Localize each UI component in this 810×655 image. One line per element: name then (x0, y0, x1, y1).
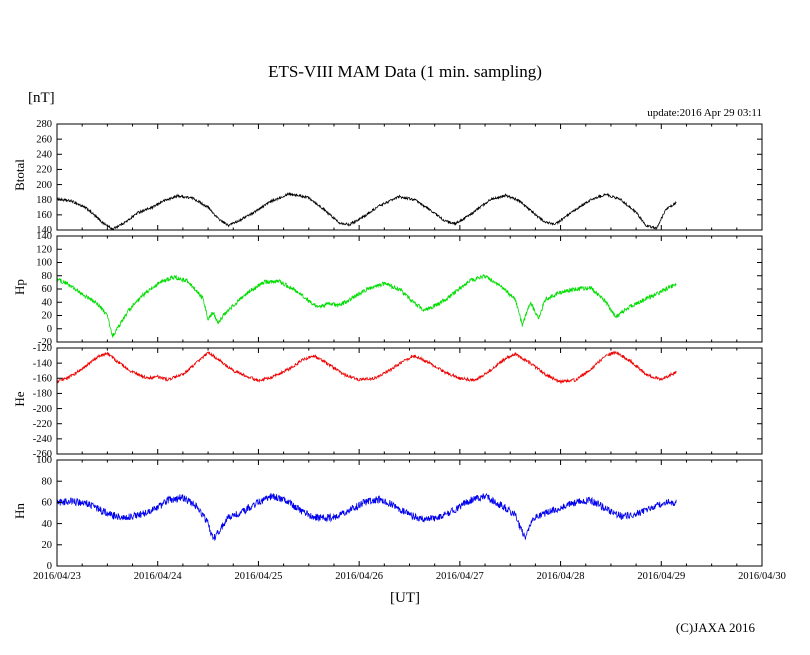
y-tick-label: 200 (36, 180, 52, 191)
y-tick-label: 260 (36, 134, 52, 145)
y-tick-label: 0 (47, 561, 52, 572)
y-tick-label: 220 (36, 165, 52, 176)
y-tick-label: 80 (42, 476, 53, 487)
y-tick-label: 140 (36, 225, 52, 236)
update-timestamp: update:2016 Apr 29 03:11 (647, 107, 762, 119)
y-tick-label: 0 (47, 324, 52, 335)
x-tick-label: 2016/04/24 (134, 571, 183, 582)
y-tick-label: 160 (36, 210, 52, 221)
x-axis-label: [UT] (390, 590, 420, 606)
y-tick-label: -120 (33, 343, 52, 354)
y-tick-label: -260 (33, 449, 52, 460)
y-tick-label: 80 (42, 271, 53, 282)
y-axis-unit-label: [nT] (28, 90, 55, 106)
y-tick-label: 20 (42, 311, 53, 322)
y-tick-label: -240 (33, 434, 52, 445)
copyright-notice: (C)JAXA 2016 (675, 620, 755, 635)
x-tick-label: 2016/04/28 (537, 571, 585, 582)
y-tick-label: 140 (36, 231, 52, 242)
y-tick-label: 20 (42, 540, 53, 551)
y-tick-label: 100 (36, 258, 52, 269)
chart-title: ETS-VIII MAM Data (1 min. sampling) (268, 62, 542, 81)
y-tick-label: 40 (42, 297, 53, 308)
y-tick-label: 240 (36, 149, 52, 160)
y-tick-label: 180 (36, 195, 52, 206)
y-tick-label: 280 (36, 119, 52, 130)
x-tick-label: 2016/04/26 (335, 571, 383, 582)
y-tick-label: 120 (36, 244, 52, 255)
y-tick-label: -20 (38, 337, 52, 348)
x-tick-label: 2016/04/30 (738, 571, 786, 582)
y-tick-label: -220 (33, 419, 52, 430)
x-tick-label: 2016/04/25 (235, 571, 283, 582)
y-tick-label: -140 (33, 358, 52, 369)
y-tick-label: -200 (33, 404, 52, 415)
y-tick-label: -180 (33, 389, 52, 400)
y-tick-label: -160 (33, 373, 52, 384)
y-tick-label: 60 (42, 284, 53, 295)
x-tick-label: 2016/04/23 (33, 571, 81, 582)
y-tick-label: 40 (42, 519, 53, 530)
x-tick-label: 2016/04/29 (637, 571, 685, 582)
y-tick-label: 60 (42, 498, 53, 509)
x-tick-label: 2016/04/27 (436, 571, 484, 582)
y-tick-label: 100 (36, 455, 52, 466)
